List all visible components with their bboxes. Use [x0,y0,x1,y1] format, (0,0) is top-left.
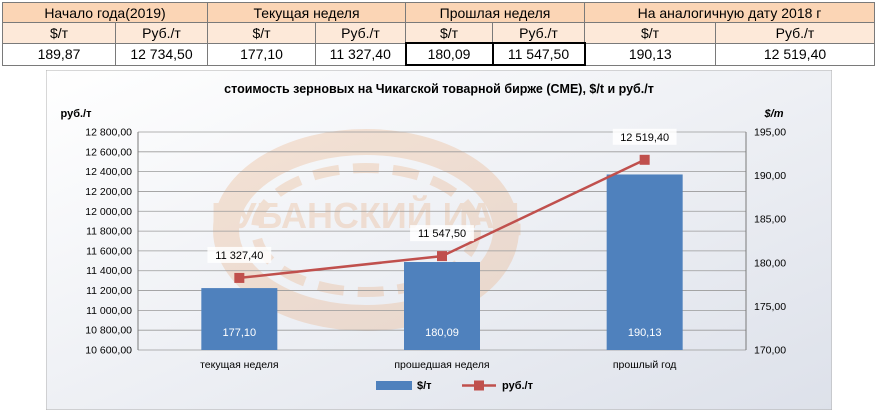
y-right-tick-label: 195,00 [754,127,786,139]
x-axis: текущая неделя прошедшая неделя прошлый го… [200,359,676,371]
value-cell: 12 519,40 [714,42,876,66]
y-left-tick-label: 12 200,00 [85,186,132,198]
unit-header: $/т [584,22,716,44]
y-right-tick-label: 185,00 [754,214,786,226]
y-left-tick-label: 11 200,00 [86,285,132,297]
line-label-box [207,246,272,263]
price-table: Начало года(2019) Текущая неделя Прошлая… [2,2,876,66]
line-data-label: 11 547,50 [418,228,466,240]
y-left-tick-label: 10 800,00 [85,325,132,337]
unit-header: $/т [2,22,116,44]
bar [606,174,683,350]
y-left-tick-label: 12 600,00 [85,146,132,158]
y-left-tick-label: 12 400,00 [85,166,132,178]
y-left-tick-label: 11 600,00 [86,245,132,257]
line-data-label: 12 519,40 [620,132,669,144]
value-cell-highlighted: 180,09 [404,42,494,66]
value-cell: 190,13 [584,42,716,66]
group-header: На аналогичную дату 2018 г [583,2,876,23]
y-left-tick-label: 11 000,00 [86,305,132,317]
y-right-tick-label: 190,00 [754,170,786,182]
bar [404,262,480,350]
x-tick-label: прошлый год [613,359,677,371]
value-cell: 11 327,40 [315,42,406,66]
y-right-tick-label: 180,00 [754,257,786,269]
line-point [639,154,650,165]
value-cell: 189,87 [2,42,116,66]
unit-header: Руб./т [315,22,406,44]
x-tick-label: текущая неделя [200,359,278,371]
line-label-box [410,225,474,242]
y-left-tick-label: 12 800,00 [85,127,132,139]
legend-label: руб./т [502,380,534,392]
chart: КУБАНСКИЙ ИАЦ стоимость зерновых на Чика… [46,70,832,410]
value-cell-highlighted: 11 547,50 [491,42,586,66]
watermark-text: КУБАНСКИЙ ИАЦ [211,194,521,236]
x-tick-label: прошедшая неделя [394,359,489,371]
y-left-tick-label: 12 000,00 [85,206,132,218]
group-header: Начало года(2019) [2,2,208,23]
y-left-tick-label: 11 400,00 [86,265,132,277]
line-series: 11 327,40 11 547,50 12 519,40 [207,128,677,283]
unit-header: Руб./т [714,22,876,44]
unit-header: Руб./т [115,22,208,44]
bar-data-label: 180,09 [425,327,459,339]
value-cell: 177,10 [207,42,316,66]
chart-title: стоимость зерновых на Чикагской товарной… [224,82,654,96]
unit-header: Руб./т [492,22,585,44]
watermark-logo: КУБАНСКИЙ ИАЦ [211,129,522,331]
legend-swatch-bar [376,381,412,390]
line-label-box [612,128,677,145]
y-left-axis: 10 600,00 10 800,00 11 000,00 11 200,00 11 4… [85,127,139,357]
y-left-tick-label: 11 800,00 [86,226,132,238]
unit-header: $/т [405,22,493,44]
y-right-axis: 170,00 175,00 180,00 185,00 190,00 195,00 [745,127,786,357]
line-point [437,251,447,262]
line-point [234,272,245,283]
y-right-tick-label: 175,00 [754,301,786,313]
unit-header: $/т [207,22,316,44]
y-left-axis-title: руб./т [61,108,93,120]
legend-label: $/т [417,380,432,392]
y-right-tick-label: 170,00 [754,345,786,357]
legend-marker [474,380,484,391]
y-right-axis-title: $/т [764,108,784,120]
legend: $/т руб./т [376,380,534,392]
bar-data-label: 190,13 [628,327,662,339]
group-header: Прошлая неделя [405,2,585,23]
group-header: Текущая неделя [207,2,406,23]
value-cell: 12 734,50 [115,42,208,66]
bar-data-label: 177,10 [223,327,257,339]
bar [201,288,278,350]
line-data-label: 11 327,40 [215,250,263,262]
y-left-tick-label: 10 600,00 [85,345,132,357]
bar-series: 177,10 180,09 190,13 [201,174,683,350]
